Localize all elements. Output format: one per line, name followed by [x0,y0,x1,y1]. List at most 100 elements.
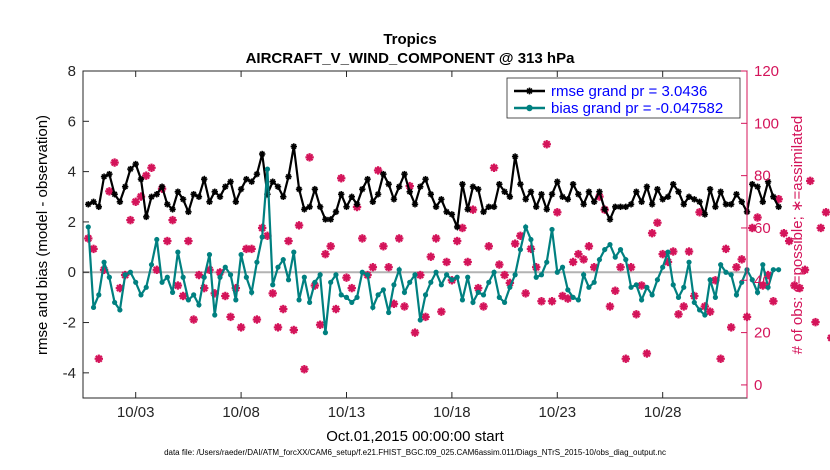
bias-point [438,282,444,288]
legend-rmse-marker [526,87,533,95]
obs-point [458,223,467,233]
obs-point [442,257,451,267]
bias-point [285,277,292,283]
bias-point [243,274,249,280]
rmse-point [749,180,756,188]
rmse-point [501,188,508,195]
rmse-point [701,211,709,218]
y2-tick-label: 20 [754,325,771,342]
rmse-point [132,160,139,168]
obs-point [347,283,356,293]
rmse-point [422,175,429,183]
rmse-point [575,191,582,198]
rmse-point [775,203,782,211]
rmse-point [475,186,482,193]
bias-point [565,287,571,293]
bias-point [691,299,697,306]
bias-point [101,259,107,265]
obs-point [400,302,409,311]
rmse-point [612,203,619,211]
obs-point [326,242,335,251]
bias-point [496,294,502,300]
obs-point [653,218,662,227]
obs-point [658,249,667,259]
obs-point [368,263,378,272]
rmse-point [179,196,187,203]
rmse-point [738,198,745,205]
obs-point [305,153,314,162]
legend: rmse grand pr = 3.0436 bias grand pr = -… [506,77,741,119]
rmse-point [380,170,387,178]
bias-point [470,299,476,306]
bias-point [586,284,592,290]
bias-point [296,297,302,303]
bias-point [291,249,297,255]
rmse-series [85,143,782,232]
rmse-point [443,208,450,216]
rmse-point [301,206,308,213]
chart-subtitle: AIRCRAFT_V_WIND_COMPONENT @ 313 hPa [246,50,576,67]
bias-point [454,274,460,280]
bias-point [723,269,729,275]
rmse-point [438,196,445,203]
x-tick-label: 10/23 [539,404,577,421]
rmse-point [685,193,693,200]
obs-point [452,236,462,246]
obs-point [510,239,520,248]
plot-frame [82,70,748,399]
bias-point [407,279,413,285]
rmse-point [622,203,629,211]
rmse-point [237,186,245,193]
rmse-point [469,183,477,190]
bias-point [644,284,650,290]
bias-point [307,299,313,306]
rmse-point [448,211,456,218]
rmse-point [211,188,218,195]
rmse-point [111,191,118,198]
obs-point [189,315,198,324]
bias-point [417,317,423,323]
bias-point [449,277,455,283]
obs-point [279,304,288,314]
rmse-point [280,193,287,200]
rmse-point [590,198,598,205]
bias-point [380,287,386,293]
rmse-point [206,198,213,205]
obs-point [679,302,688,311]
rmse-point [158,183,166,190]
bias-point [206,252,213,258]
y-tick-label: 8 [68,63,76,80]
bias-point [264,166,271,172]
bias-point [675,294,682,300]
y2-tick-label: 60 [754,220,771,237]
bias-point [507,284,513,290]
bias-point [133,279,139,285]
obs-point [410,328,420,337]
rmse-point [543,206,550,213]
obs-point [779,228,789,238]
obs-point [147,163,156,172]
rmse-point [148,193,155,200]
rmse-point [316,203,324,211]
bias-point [106,274,112,280]
obs-point [315,320,325,329]
rmse-point [569,180,577,188]
bias-point [623,257,629,263]
obs-point [489,163,499,172]
bias-point [233,297,239,303]
bias-point [523,224,529,230]
bias-point [222,264,228,270]
y-axis-label: rmse and bias (model - observation) [34,115,51,355]
rmse-point [527,188,535,195]
bias-point [117,307,123,313]
x-axis-label: Oct.01,2015 00:00:00 start [326,428,504,445]
bias-point [465,274,471,280]
y2-tick-label: 0 [754,377,762,394]
obs-point [716,354,725,363]
rmse-point [601,206,608,213]
obs-point [500,270,509,280]
obs-point [437,307,446,316]
rmse-point [353,201,361,208]
bias-point [249,289,255,295]
